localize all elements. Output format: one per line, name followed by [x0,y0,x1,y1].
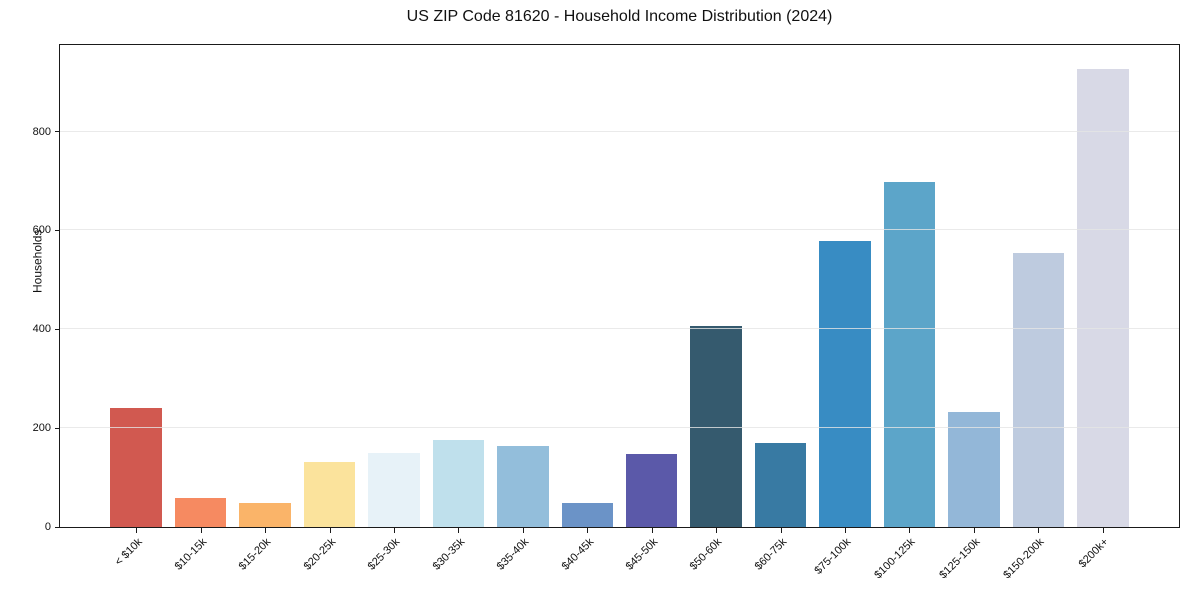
x-tick-mark [522,528,524,533]
x-tick-mark [651,528,653,533]
x-tick-mark [200,528,202,533]
y-tick-label: 0 [44,521,51,533]
x-tick-label: $45-50k [623,536,661,573]
bar-slot: $100-125k [873,45,941,581]
x-tick-label: $20-25k [301,536,339,573]
bar-11 [754,442,807,527]
x-tick-label: $40-45k [559,536,596,573]
plot-area: < $10k $10-15k $15-20k $20-25k $25-30k $30-35… [33,44,1180,581]
x-tick-label: $100-125k [872,536,918,582]
x-tick-label: $30-35k [430,536,467,573]
y-tick-600: 600 [33,224,60,236]
y-axis-title: Households [30,229,45,293]
bar-14 [948,412,1000,527]
bar-slot: $150-200k [1002,45,1070,581]
x-tick-label: $125-150k [937,536,983,582]
bar-slot: $125-150k [937,45,1006,581]
y-tick-0: 0 [45,521,60,533]
x-tick-label: $10-15k [172,536,210,573]
x-tick-mark [458,528,460,533]
bar-slot: $20-25k [297,45,361,573]
bar-slot: $35-40k [491,45,555,573]
x-tick-mark [393,528,395,533]
bar-5 [368,452,420,527]
x-tick-mark [780,528,782,533]
chart-title: US ZIP Code 81620 - Household Income Dis… [406,8,833,25]
bar-slot: $60-75k [748,45,812,573]
x-tick-mark [973,528,975,533]
x-tick-mark [136,528,138,533]
bar-4 [303,462,356,527]
y-tick-200: 200 [33,422,60,434]
bar-slot: $10-15k [168,45,232,573]
bar-2 [174,497,227,527]
x-tick-label: $60-75k [752,536,790,573]
bar-16 [1077,69,1129,527]
x-tick-mark [265,528,267,533]
bar-slot: $45-50k [620,45,684,573]
bar-slot: $25-30k [362,45,426,573]
y-tick-800: 800 [33,126,60,138]
x-tick-mark [845,528,847,533]
x-tick-mark [1038,528,1040,533]
x-tick-mark [1102,528,1104,533]
x-tick-mark [716,528,718,533]
bar-15 [1012,252,1065,527]
bar-6 [432,440,485,527]
bar-slot: $200k+ [1071,45,1135,570]
bar-slot: $75-100k [813,45,877,577]
bar-7 [497,446,549,527]
x-tick-mark [329,528,331,533]
bar-slot: $40-45k [555,45,619,573]
x-tick-mark [587,528,589,533]
bar-13 [883,181,936,527]
y-tick-mark [55,526,60,528]
bar-slot: < $10k [104,45,168,568]
y-tick-mark [55,328,60,330]
y-tick-label: 600 [32,224,51,237]
bar-1 [110,408,162,527]
x-tick-label: $75-100k [812,536,854,577]
bar-8 [561,503,614,527]
bar-10 [690,325,742,527]
bar-3 [239,502,291,527]
bar-slot: $30-35k [426,45,490,573]
x-tick-label: $200k+ [1077,536,1112,571]
x-tick-label: $25-30k [365,536,403,573]
y-tick-mark [55,229,60,231]
x-tick-label: $15-20k [236,536,274,573]
bar-slot: $50-60k [684,45,748,573]
y-tick-400: 400 [33,323,60,335]
bar-12 [819,240,871,527]
y-tick-label: 400 [32,323,51,336]
bar-slot: $15-20k [233,45,297,573]
y-tick-label: 800 [32,125,51,138]
x-tick-label: $35-40k [494,536,532,573]
y-tick-mark [55,131,60,133]
y-tick-mark [55,427,60,429]
bar-9 [625,453,678,527]
y-tick-label: 200 [32,422,51,435]
x-tick-label: < $10k [112,536,145,569]
bars-container: < $10k $10-15k $15-20k $20-25k $25-30k $30-35… [60,45,1179,581]
x-tick-label: $150-200k [1001,536,1047,582]
x-tick-mark [909,528,911,533]
x-tick-label: $50-60k [688,536,725,573]
